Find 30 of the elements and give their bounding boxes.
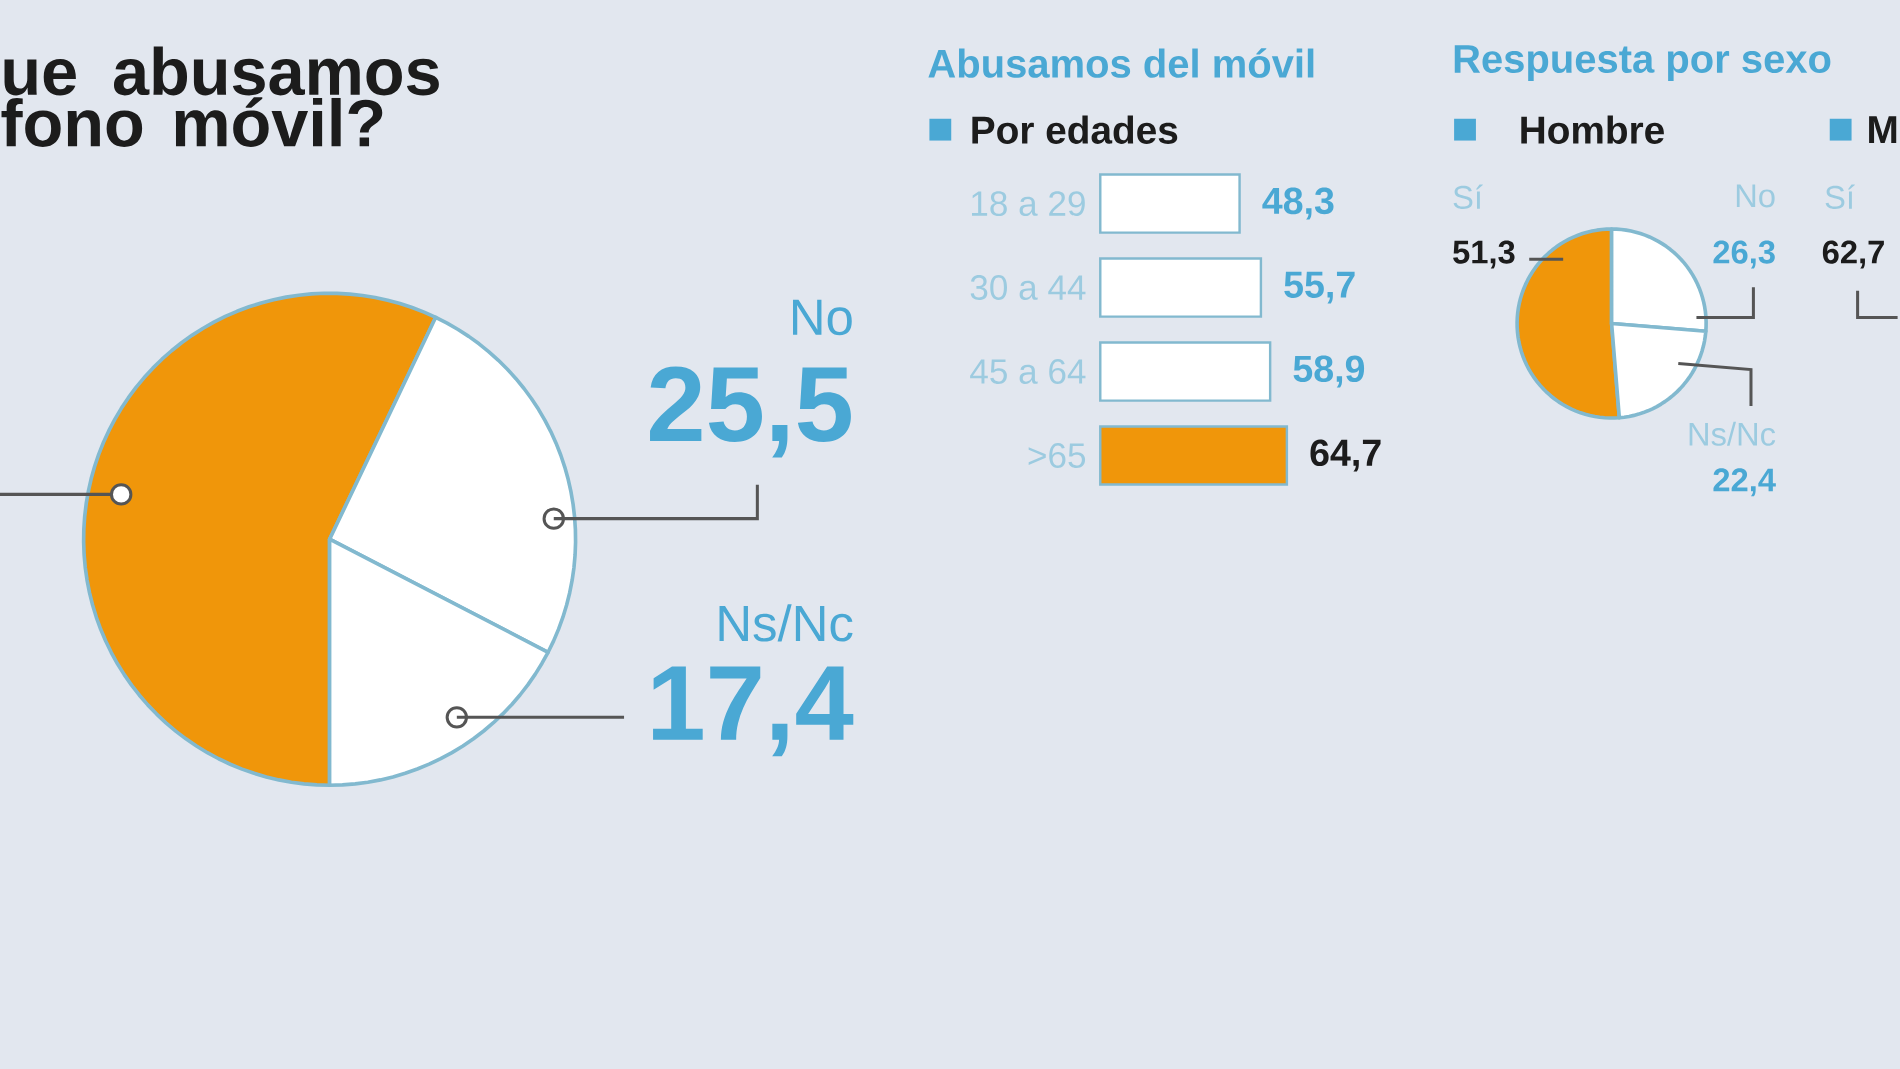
chart-title: Abusamos del móvil (928, 48, 1314, 78)
bar (1099, 425, 1289, 486)
data-label: 64,7 (1310, 439, 1381, 472)
data-label: 17,4 (653, 666, 854, 757)
data-label: 51,3 (1453, 240, 1515, 269)
bar (1099, 341, 1272, 402)
chart-subtitle: Hombre (1521, 115, 1664, 144)
chart-title: Respuesta por sexo (1454, 45, 1831, 81)
chart-subtitle: Por edades (972, 115, 1178, 144)
y-tick-label: >65 (1028, 443, 1086, 468)
slice-label: No (1736, 184, 1775, 208)
slice-label: Ns/Nc (719, 604, 853, 642)
data-label: 48,3 (1262, 187, 1334, 220)
slice-label: Ns/Nc (1689, 421, 1776, 446)
text: Sí (1825, 184, 1855, 209)
text: M (1869, 116, 1897, 143)
chart-title: ue abusamos fono móvil? (1, 46, 439, 147)
bar (1099, 257, 1263, 318)
text: 62,7 (1822, 240, 1884, 269)
slice-label: Sí (1453, 184, 1483, 209)
data-label: 22,4 (1713, 468, 1776, 497)
slice-label: No (793, 299, 852, 336)
data-label: 26,3 (1713, 240, 1775, 269)
y-tick-label: 30 a 44 (970, 275, 1086, 300)
y-tick-label: 45 a 64 (970, 359, 1086, 384)
bar (1099, 173, 1241, 234)
data-label: 25,5 (650, 366, 851, 458)
data-label: 55,7 (1284, 271, 1355, 304)
y-tick-label: 18 a 29 (972, 191, 1085, 217)
data-label: 58,9 (1293, 355, 1365, 388)
